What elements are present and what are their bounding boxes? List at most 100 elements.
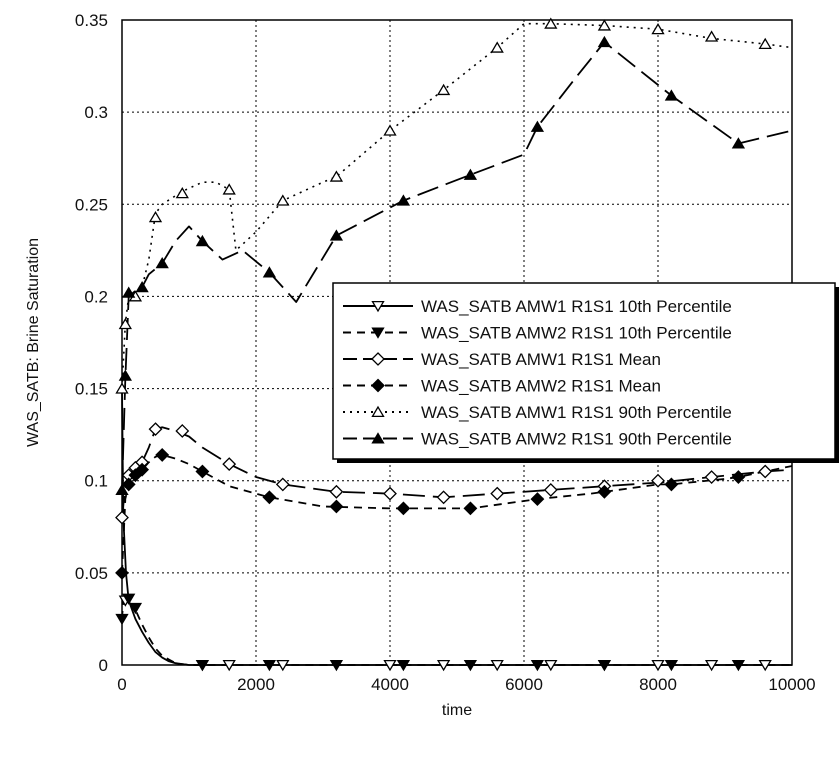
diamond-marker [597,484,612,499]
x-tick-label: 2000 [237,675,275,694]
triangle-up-marker [758,37,772,50]
triangle-down-marker [544,659,558,672]
diamond-marker [155,447,170,462]
diamond-marker [383,486,397,501]
diamond-marker [121,477,136,492]
diamond-marker [115,565,129,580]
triangle-up-marker [276,194,290,206]
triangle-up-marker [371,405,385,418]
x-axis-label: time [442,702,472,719]
diamond-marker [436,490,451,505]
y-tick-label: 0.25 [75,195,108,214]
triangle-up-marker [155,257,169,269]
triangle-up-marker [490,41,504,53]
legend-entry-label: WAS_SATB AMW2 R1S1 Mean [421,377,661,396]
triangle-down-marker [329,659,344,672]
diamond-marker [543,483,558,497]
triangle-down-marker [490,659,504,672]
series-line-6 [121,41,793,490]
diamond-marker [396,501,411,516]
y-tick-label: 0.2 [84,287,108,306]
triangle-down-marker [664,659,679,672]
legend-entry-label: WAS_SATB AMW1 R1S1 Mean [421,350,661,369]
diamond-marker [275,477,290,492]
legend-box [332,282,836,460]
diamond-marker [530,492,545,507]
x-tick-label: 8000 [639,675,677,694]
diamond-marker [490,486,505,501]
triangle-up-marker [463,168,478,180]
series-line-2 [121,595,792,666]
triangle-up-marker [122,286,136,298]
triangle-up-marker [135,280,149,293]
diamond-marker [135,462,150,477]
diamond-marker [704,470,719,484]
triangle-down-marker [383,659,397,672]
triangle-up-marker [664,89,679,101]
triangle-up-marker [175,186,189,199]
triangle-down-marker [758,659,772,672]
triangle-up-marker [651,22,665,35]
triangle-up-marker [544,17,558,29]
x-tick-labels: 0 2000 4000 6000 8000 10000 [117,675,815,694]
triangle-down-marker [396,659,411,672]
triangle-down-marker [731,659,746,672]
series-line-4 [121,453,793,573]
triangle-up-marker [371,432,385,444]
series-markers [115,17,773,672]
triangle-down-marker [371,300,385,313]
triangle-up-marker [115,382,129,394]
triangle-up-marker [148,210,163,223]
diamond-marker [371,378,385,393]
legend: WAS_SATB AMW1 R1S1 10th Percentile WAS_SA… [332,282,839,463]
triangle-down-marker [128,602,143,615]
triangle-up-marker [704,30,719,42]
triangle-up-marker [195,234,210,247]
triangle-up-marker [115,483,129,495]
diamond-marker [664,477,679,492]
triangle-up-marker [436,83,451,96]
y-tick-labels: 0 0.05 0.1 0.15 0.2 0.25 0.3 0.35 [75,11,108,675]
triangle-up-marker [329,229,344,241]
y-tick-label: 0.15 [75,380,108,399]
triangle-down-marker [371,327,385,339]
triangle-up-marker [383,124,397,136]
triangle-down-marker [651,659,665,672]
triangle-down-marker [115,613,129,626]
legend-entry-label: WAS_SATB AMW1 R1S1 10th Percentile [421,297,732,316]
y-tick-label: 0.1 [84,472,108,491]
y-tick-label: 0 [99,656,108,675]
triangle-down-marker [530,659,545,672]
triangle-down-marker [222,659,236,672]
triangle-up-marker [597,19,612,31]
y-axis-label: WAS_SATB: Brine Saturation [25,238,42,447]
triangle-up-marker [222,183,236,195]
x-tick-label: 4000 [371,675,409,694]
y-tick-label: 0.35 [75,11,108,30]
triangle-up-marker [262,266,277,278]
triangle-up-marker [530,120,545,132]
triangle-down-marker [195,659,210,672]
triangle-down-marker [122,593,136,605]
triangle-up-marker [597,35,612,48]
triangle-up-marker [329,170,344,182]
triangle-down-marker [262,659,277,672]
diamond-marker [195,464,210,479]
diamond-marker [371,352,385,366]
diamond-marker [222,457,237,472]
diamond-marker [651,473,665,488]
triangle-down-marker [704,659,719,672]
diamond-marker [758,464,773,479]
triangle-up-marker [118,369,132,381]
triangle-up-marker [731,137,746,149]
diamond-marker [329,499,344,514]
x-tick-label: 0 [117,675,126,694]
triangle-down-marker [436,659,451,672]
triangle-up-marker [396,194,411,206]
y-tick-label: 0.3 [84,103,108,122]
series-line-5 [121,22,793,389]
triangle-up-marker [118,317,132,330]
y-tick-label: 0.05 [75,564,108,583]
diamond-marker [148,422,163,437]
